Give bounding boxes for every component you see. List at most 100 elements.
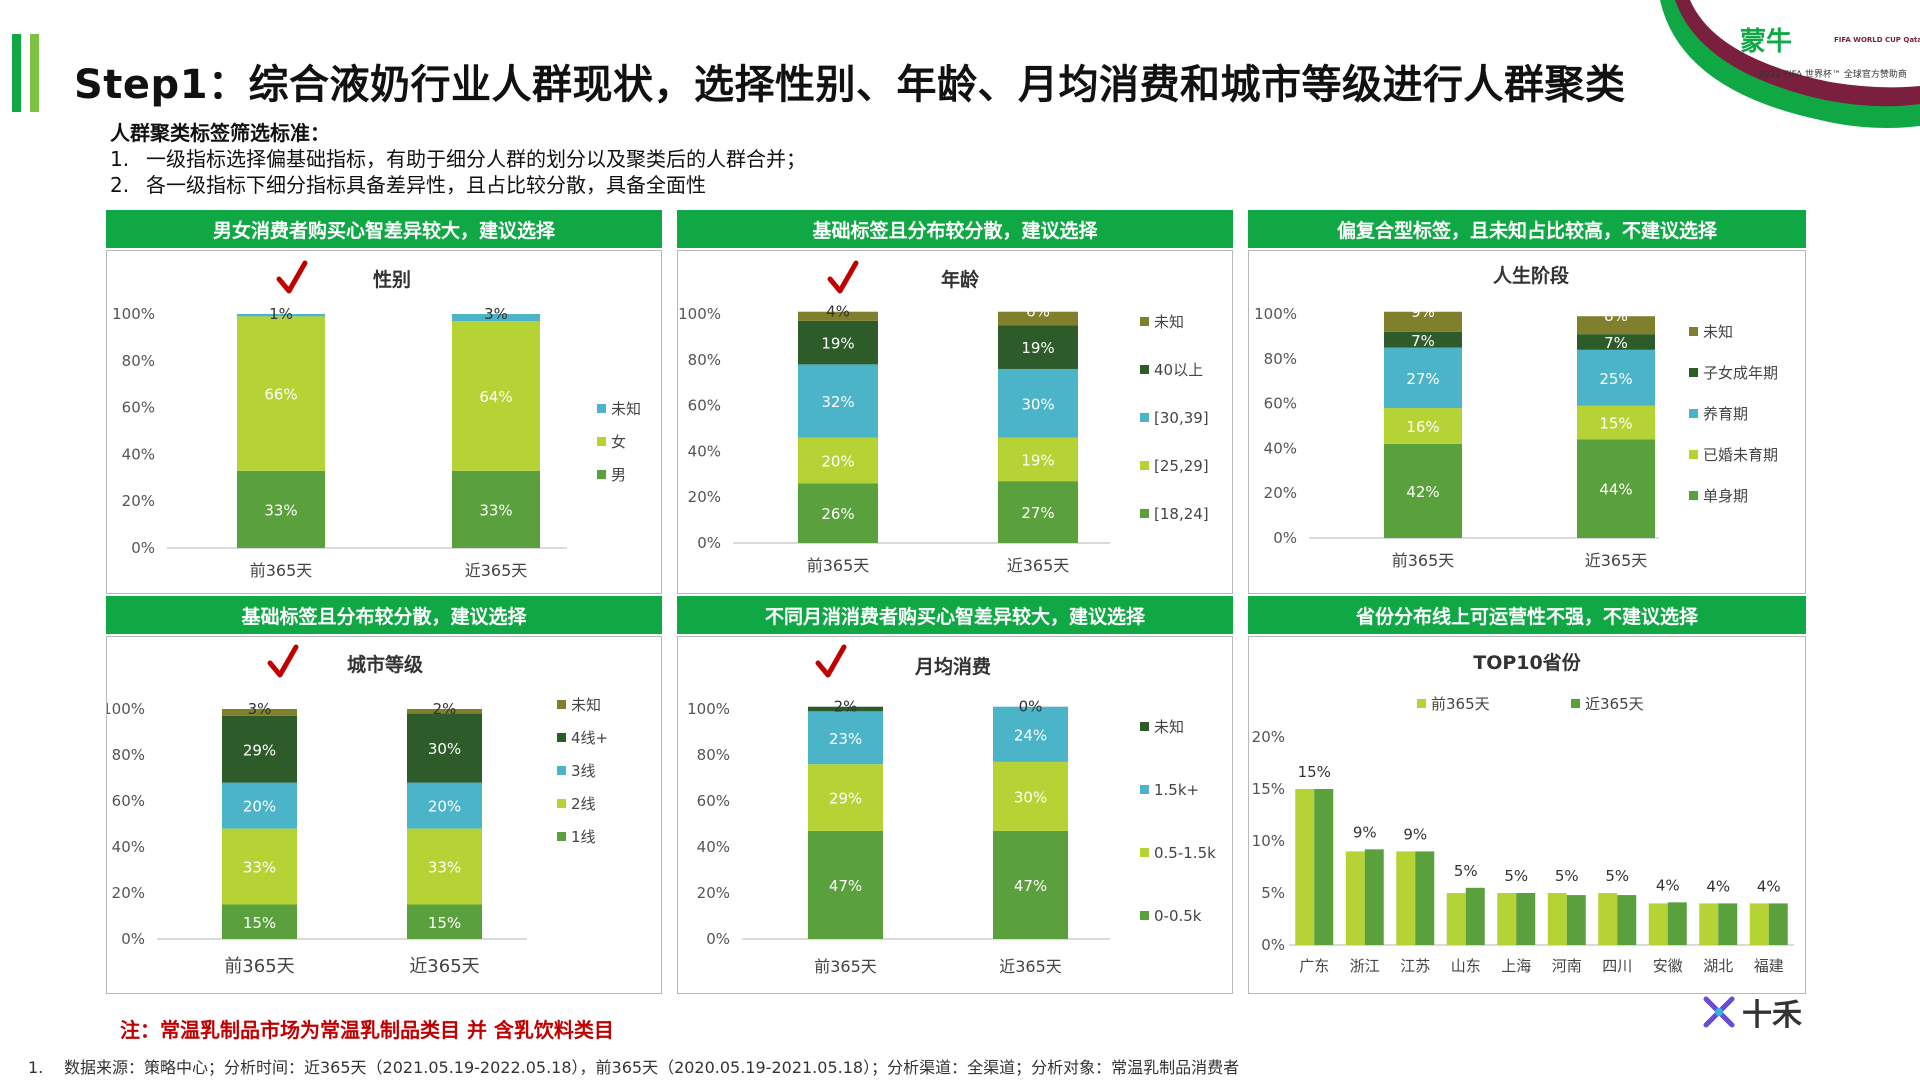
x-category-label: 河南 [1552,957,1582,975]
legend-swatch [1689,368,1698,377]
data-label: 7% [1604,334,1628,352]
legend-label: 养育期 [1703,405,1748,423]
bar [1364,849,1384,945]
bar-segment [222,904,297,939]
bar [1446,893,1466,945]
panel-banner-gender: 男女消费者购买心智差异较大，建议选择 [106,210,662,248]
data-label: 33% [428,859,461,877]
bar-segment [993,761,1068,831]
data-label: 33% [479,501,512,519]
bar-segment [808,711,883,765]
data-label: 2% [433,700,457,718]
legend-label: 未知 [1154,718,1184,736]
chart-monthly: 月均消费 0% 20% 40% 60% 80% 100% 47% 29% 23% 2% 前365天 47… [687,644,1216,976]
bar [1396,851,1416,945]
y-tick-label: 100% [687,700,730,718]
data-label: 1% [269,305,293,323]
legend-label: 男 [611,466,626,484]
legend-label: [25,29] [1154,457,1209,475]
check-mark-icon [827,260,859,294]
bar [1345,851,1365,945]
x-category-label: 山东 [1451,957,1481,975]
legend-label: 2线 [571,795,596,813]
legend-swatch [597,470,606,479]
bar [1566,895,1586,945]
legend-label: 未知 [571,696,601,714]
data-label: 5% [1555,867,1579,885]
data-label: 9% [1353,823,1377,841]
data-label: 29% [243,741,276,759]
x-category-label: 上海 [1501,957,1531,975]
chart-panel-age: 年龄 0% 20% 40% 60% 80% 100% 26% 20% 32% 19% 4% 前365天 2… [677,250,1233,594]
y-tick-label: 20% [1264,484,1297,502]
legend-label: 近365天 [1585,695,1644,713]
y-tick-label: 0% [706,930,730,948]
legend-swatch [1140,785,1149,794]
data-label: 4% [1656,876,1680,894]
bar [1699,903,1719,945]
chart-lifestage: 人生阶段 0% 20% 40% 60% 80% 100% 42% 16% 27% 7% 9% 前365天… [1254,264,1778,570]
legend-swatch [1140,413,1149,422]
y-tick-label: 80% [112,746,145,764]
legend-swatch [557,799,566,808]
y-tick-label: 60% [112,792,145,810]
chart-gender: 性别 0% 20% 40% 60% 80% 100% 33% 66% 1% 前365天 33% 64% 3… [112,260,641,580]
data-label: 33% [243,859,276,877]
chart-panel-city: 城市等级 0% 20% 40% 60% 80% 100% 15% 33% 20% 29% 3% 前365… [102,636,662,994]
bar-segment [798,320,878,365]
y-tick-label: 100% [678,305,721,323]
bar-segment [998,368,1078,438]
legend-label: 3线 [571,762,596,780]
legend-label: 1线 [571,828,596,846]
data-label: 2% [834,698,858,716]
legend-label: [18,24] [1154,505,1209,523]
x-category-label: 安徽 [1653,957,1683,975]
x-category-label: 福建 [1754,957,1784,975]
data-label: 4% [1757,877,1781,895]
data-label: 32% [821,393,854,411]
chart-title: 月均消费 [914,655,991,678]
y-tick-label: 40% [1264,439,1297,457]
legend-label: 子女成年期 [1703,364,1778,382]
y-tick-label: 15% [1252,780,1285,798]
y-tick-label: 20% [697,884,730,902]
bar-segment [237,470,325,548]
y-tick-label: 0% [121,930,145,948]
legend-swatch [1571,699,1580,708]
chart-panel-lifestage: 人生阶段 0% 20% 40% 60% 80% 100% 42% 16% 27% 7% 9% 前365天… [1248,250,1806,594]
legend-label: 0-0.5k [1154,907,1202,925]
y-tick-label: 5% [1261,884,1285,902]
data-label: 27% [1406,370,1439,388]
x-category-label: 湖北 [1703,957,1733,975]
data-label: 15% [1599,415,1632,433]
legend-swatch [1140,509,1149,518]
y-tick-label: 40% [688,442,721,460]
bar [1314,789,1334,945]
legend-label: 1.5k+ [1154,781,1199,799]
x-category-label: 前365天 [1392,551,1455,570]
data-label: 0% [1019,698,1043,716]
legend-label: 未知 [1703,323,1733,341]
bar-segment [998,437,1078,482]
shihe-logo: 十禾 [1702,990,1802,1034]
bar-segment [1384,311,1462,332]
logo-white-area [1690,0,1920,88]
bar [1648,903,1668,945]
bar-segment [222,715,297,783]
data-label: 7% [1411,332,1435,350]
panel-banner-age: 基础标签且分布较分散，建议选择 [677,210,1233,248]
y-tick-label: 0% [697,534,721,552]
criteria-item-num: 1. [110,147,130,171]
legend-label: 0.5-1.5k [1154,844,1216,862]
bar-segment [798,437,878,484]
bar-segment [1577,349,1655,406]
bar-segment [1577,405,1655,440]
chart-title: 城市等级 [347,653,423,676]
bar [1415,851,1435,945]
chart-panel-gender: 性别 0% 20% 40% 60% 80% 100% 33% 66% 1% 前365天 33% 64% 3… [106,250,662,594]
data-label: 3% [248,700,272,718]
bar-segment [1577,334,1655,350]
x-category-label: 近365天 [1007,556,1070,575]
check-mark-icon [276,260,308,294]
